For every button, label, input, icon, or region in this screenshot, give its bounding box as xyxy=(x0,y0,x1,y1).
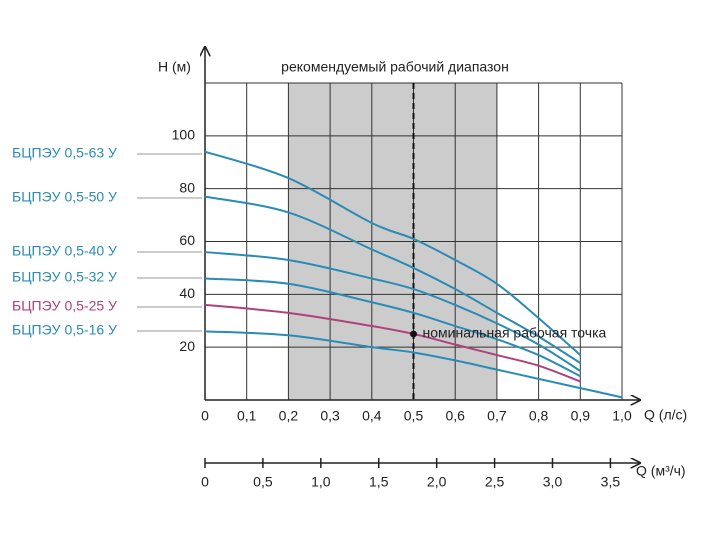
pump-curve xyxy=(204,330,623,399)
legend-label: БЦПЭУ 0,5-16 У xyxy=(12,322,117,338)
x2-tick-label: 0 xyxy=(201,474,209,490)
y-tick-label: 60 xyxy=(179,232,195,248)
x-tick-label: 0,4 xyxy=(362,408,382,424)
x2-tick-label: 1,5 xyxy=(369,474,389,490)
y-tick-label: 20 xyxy=(179,338,195,354)
pump-curve xyxy=(204,150,581,356)
nominal-point xyxy=(410,330,417,338)
legend-label: БЦПЭУ 0,5-50 У xyxy=(12,189,117,205)
annotation: номинальная рабочая точка xyxy=(423,325,607,341)
pump-curve xyxy=(204,277,581,378)
pump-curve xyxy=(204,251,581,372)
legend-label: БЦПЭУ 0,5-25 У xyxy=(12,298,117,314)
pump-curve xyxy=(204,303,581,383)
x-tick-label: 1,0 xyxy=(612,408,632,424)
x2-tick-label: 3,5 xyxy=(601,474,621,490)
x-tick-label: 0,7 xyxy=(487,408,507,424)
x-tick-label: 0,2 xyxy=(279,408,299,424)
x-axis-title: Q (л/с) xyxy=(644,407,687,423)
x2-tick-label: 2,0 xyxy=(427,474,447,490)
legend-label: БЦПЭУ 0,5-40 У xyxy=(12,243,117,259)
y-tick-label: 100 xyxy=(172,127,196,143)
chart-title: рекомендуемый рабочий диапазон xyxy=(281,59,509,75)
x2-axis-title: Q (м³/ч) xyxy=(636,463,686,479)
y-axis-title: H (м) xyxy=(158,59,191,75)
y-tick-label: 40 xyxy=(179,285,195,301)
x2-tick-label: 0,5 xyxy=(253,474,273,490)
x2-tick-label: 3,0 xyxy=(543,474,563,490)
x2-tick-label: 2,5 xyxy=(485,474,505,490)
y-tick-label: 80 xyxy=(179,179,195,195)
x-tick-label: 0,1 xyxy=(237,408,257,424)
x-tick-label: 0,3 xyxy=(320,408,340,424)
x-tick-label: 0,8 xyxy=(529,408,549,424)
pump-curve xyxy=(204,195,581,364)
x-tick-label: 0,6 xyxy=(445,408,465,424)
x-tick-label: 0,9 xyxy=(571,408,591,424)
x2-tick-label: 1,0 xyxy=(311,474,331,490)
legend-label: БЦПЭУ 0,5-63 У xyxy=(12,145,117,161)
x-tick-label: 0,5 xyxy=(404,408,424,424)
legend-label: БЦПЭУ 0,5-32 У xyxy=(12,269,117,285)
x-tick-label: 0 xyxy=(201,408,209,424)
